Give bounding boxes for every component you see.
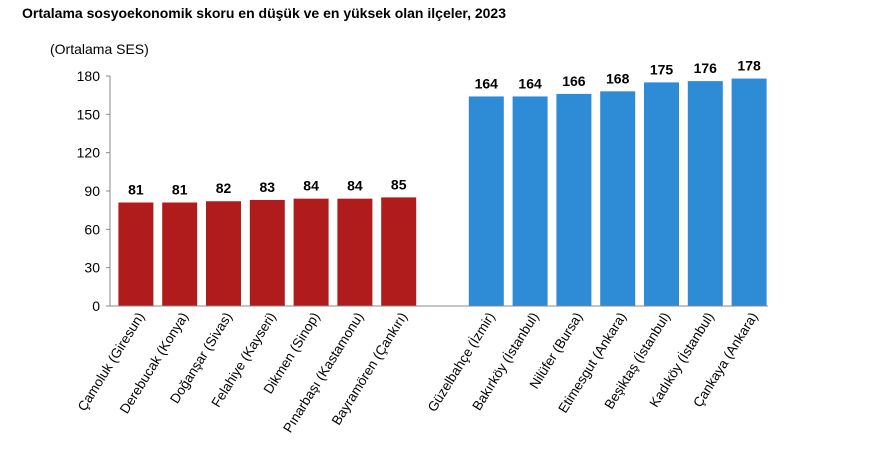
bar	[731, 78, 767, 306]
y-axis-label: (Ortalama SES)	[50, 41, 149, 57]
data-label: 81	[172, 182, 188, 198]
data-label: 84	[347, 178, 363, 194]
bar	[512, 96, 548, 306]
y-tick-label: 90	[84, 183, 100, 199]
y-tick-label: 120	[77, 145, 101, 161]
data-label: 83	[260, 179, 276, 195]
data-label: 175	[650, 61, 674, 77]
bar	[206, 201, 241, 306]
data-label: 84	[303, 178, 319, 194]
category-labels: Çamoluk (Giresun)Derebucak (Konya)Doğanş…	[75, 310, 761, 436]
data-label: 81	[128, 182, 144, 198]
bar	[337, 198, 373, 306]
y-tick-label: 150	[77, 106, 101, 122]
data-label: 176	[694, 60, 718, 76]
category-label: Bayramören (Çankırı)	[329, 310, 411, 428]
y-tick-label: 60	[84, 221, 100, 237]
bar	[600, 91, 636, 306]
bar	[118, 202, 154, 306]
data-label: 168	[606, 70, 630, 86]
bar	[687, 81, 723, 306]
category-label: Pınarbaşı (Kastamonu)	[280, 310, 366, 436]
bar	[644, 82, 679, 306]
bar	[162, 202, 198, 306]
y-tick-label: 30	[84, 260, 100, 276]
value-labels: 81 81 82 83 84 84 85 164 164 166 168 175 176 178	[128, 58, 761, 198]
data-label: 178	[737, 58, 761, 74]
chart-title: Ortalama sosyoekonomik skoru en düşük ve…	[22, 5, 507, 21]
data-label: 164	[475, 75, 499, 91]
y-axis-ticks: 0 30 60 90 120 150 180	[77, 68, 110, 314]
bars	[118, 78, 767, 306]
y-tick-label: 0	[92, 298, 100, 314]
data-label: 164	[518, 75, 542, 91]
bar	[381, 197, 417, 306]
data-label: 166	[562, 73, 586, 89]
bar	[249, 199, 285, 306]
data-label: 85	[391, 176, 407, 192]
bar	[293, 198, 329, 306]
bar	[556, 93, 592, 306]
data-label: 82	[216, 180, 232, 196]
bar	[468, 96, 504, 306]
y-tick-label: 180	[77, 68, 101, 84]
